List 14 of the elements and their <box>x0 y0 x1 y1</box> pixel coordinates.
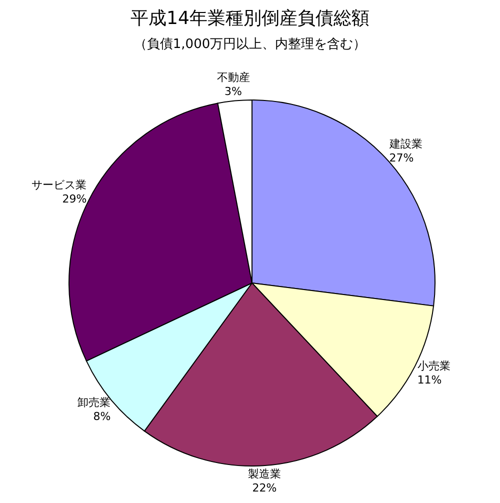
slice-label: サービス業 <box>32 178 87 192</box>
data-label: 22% <box>252 482 277 495</box>
chart-subtitle: （負債1,000万円以上、内整理を含む） <box>134 37 366 52</box>
data-label: 27% <box>389 151 414 164</box>
slice-label: 卸売業 <box>78 396 111 409</box>
data-label: 11% <box>417 373 442 386</box>
slice-label: 製造業 <box>248 468 281 481</box>
slice-label: 建設業 <box>388 137 422 150</box>
data-label: 29% <box>62 192 87 206</box>
data-label: 3% <box>224 84 242 98</box>
slice-label: 小売業 <box>417 359 450 372</box>
data-label: 8% <box>93 410 111 423</box>
chart-title: 平成14年業種別倒産負債総額 <box>130 8 370 29</box>
slice-label: 不動産 <box>216 70 250 84</box>
